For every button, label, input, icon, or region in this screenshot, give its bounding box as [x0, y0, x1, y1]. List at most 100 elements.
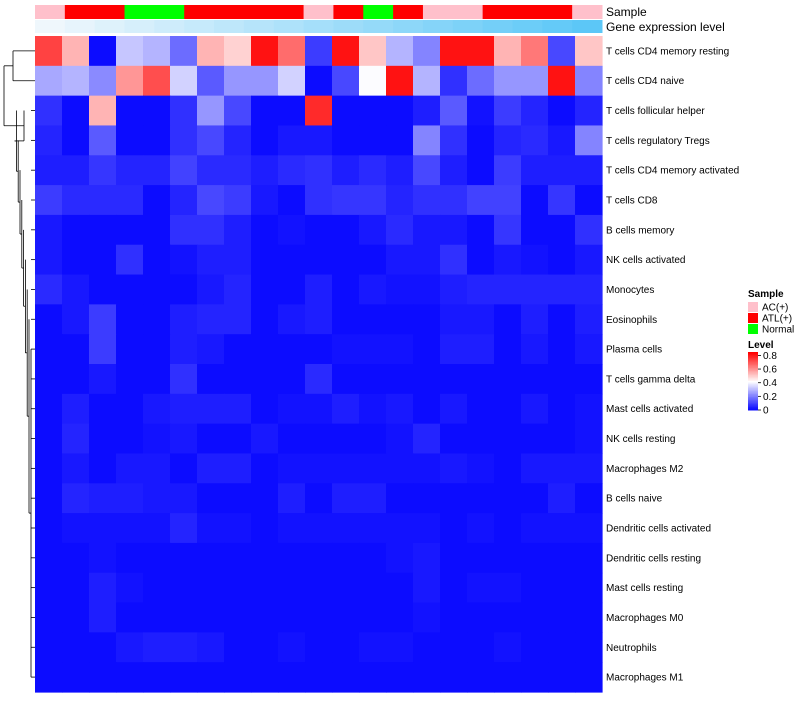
heatmap-cell	[143, 364, 171, 395]
heatmap-cell	[575, 274, 603, 305]
heatmap-cell	[332, 125, 360, 156]
heatmap-cell	[278, 244, 306, 276]
colorbar-tick-label: 0.6	[763, 365, 777, 376]
heatmap-cell	[332, 36, 360, 67]
heatmap-cell	[89, 542, 117, 574]
heatmap-cell	[143, 602, 171, 633]
heatmap-cell	[116, 155, 144, 186]
heatmap-cell	[89, 36, 117, 67]
gene-expression-annotation-cell	[303, 20, 334, 33]
heatmap-cell	[548, 65, 576, 97]
heatmap-cell	[170, 513, 198, 544]
sample-annotation-cell	[393, 5, 424, 19]
heatmap-cell	[440, 393, 468, 425]
heatmap-cell	[251, 214, 279, 246]
heatmap-cell	[332, 364, 360, 395]
heatmap-cell	[35, 393, 63, 425]
heatmap-cell	[359, 572, 387, 604]
heatmap-cell	[467, 274, 495, 305]
heatmap-cell	[467, 364, 495, 395]
row-label: Mast cells resting	[606, 583, 683, 594]
heatmap-cell	[548, 632, 576, 663]
row-label: T cells regulatory Tregs	[606, 136, 710, 147]
heatmap-cell	[305, 334, 333, 365]
heatmap-cell	[278, 632, 306, 663]
gene-expression-annotation-cell	[542, 20, 573, 33]
heatmap-cell	[467, 483, 495, 514]
heatmap-cell	[494, 483, 522, 514]
heatmap-cell	[386, 214, 414, 246]
heatmap-cell	[332, 542, 360, 574]
heatmap-cell	[575, 36, 603, 67]
heatmap-cell	[89, 95, 117, 127]
heatmap-cell	[305, 572, 333, 604]
legend-entry-label: Normal	[762, 325, 794, 336]
heatmap-cell	[89, 423, 117, 455]
heatmap-cell	[575, 572, 603, 604]
heatmap-cell	[494, 513, 522, 544]
heatmap-cell	[359, 36, 387, 67]
heatmap-cell	[224, 513, 252, 544]
heatmap-cell	[494, 185, 522, 216]
heatmap-cell	[305, 214, 333, 246]
heatmap-cell	[224, 36, 252, 67]
heatmap-cell	[467, 125, 495, 156]
colorbar-segment	[748, 404, 758, 407]
sample-annotation-cell	[452, 5, 484, 19]
heatmap-cell	[89, 453, 117, 484]
heatmap-cell	[89, 393, 117, 425]
heatmap-cell	[494, 334, 522, 365]
legend-swatch	[748, 302, 758, 312]
heatmap-cell	[413, 423, 441, 455]
heatmap-cell	[386, 36, 414, 67]
heatmap-cell	[35, 483, 63, 514]
heatmap-cell	[89, 662, 117, 693]
colorbar-segment	[748, 394, 758, 396]
heatmap-cell	[116, 125, 144, 156]
heatmap-cell	[143, 274, 171, 305]
heatmap-cell	[35, 364, 63, 395]
sample-annotation-cell	[243, 5, 275, 19]
heatmap-cell	[494, 304, 522, 335]
heatmap-cell	[89, 364, 117, 395]
heatmap-cell	[467, 423, 495, 455]
heatmap-cell	[494, 453, 522, 484]
heatmap-cell	[305, 393, 333, 425]
heatmap-cell	[575, 125, 603, 156]
heatmap-cell	[359, 513, 387, 544]
heatmap-cell	[35, 572, 63, 604]
heatmap-cell	[332, 185, 360, 216]
gene-expression-annotation-cell	[482, 20, 513, 33]
heatmap-cell	[332, 274, 360, 305]
colorbar-segment	[748, 405, 758, 408]
heatmap-cell	[332, 572, 360, 604]
heatmap-cell	[359, 602, 387, 633]
colorbar-segment	[748, 386, 758, 389]
row-label: Dendritic cells activated	[606, 524, 711, 535]
colorbar-segment	[748, 352, 758, 354]
gene-annotation-label: Gene expression level	[606, 20, 725, 34]
colorbar-segment	[748, 373, 758, 376]
heatmap-cell	[251, 244, 279, 276]
heatmap-cell	[278, 304, 306, 335]
heatmap-cell	[548, 155, 576, 186]
colorbar-segment	[748, 391, 758, 394]
heatmap-cell	[548, 334, 576, 365]
heatmap-cell	[143, 393, 171, 425]
heatmap-cell	[548, 602, 576, 633]
heatmap-cell	[359, 274, 387, 305]
heatmap-cell	[359, 65, 387, 97]
heatmap-cell	[224, 155, 252, 186]
heatmap-cell	[386, 155, 414, 186]
heatmap-cell	[62, 602, 90, 633]
colorbar-segment	[748, 398, 758, 401]
colorbar-segment	[748, 379, 758, 382]
heatmap-cell	[62, 572, 90, 604]
heatmap-cell	[170, 393, 198, 425]
colorbar-segment	[748, 388, 758, 391]
row-label: NK cells activated	[606, 255, 685, 266]
heatmap-cell	[494, 364, 522, 395]
heatmap-cell	[413, 542, 441, 574]
heatmap-cell	[440, 453, 468, 484]
